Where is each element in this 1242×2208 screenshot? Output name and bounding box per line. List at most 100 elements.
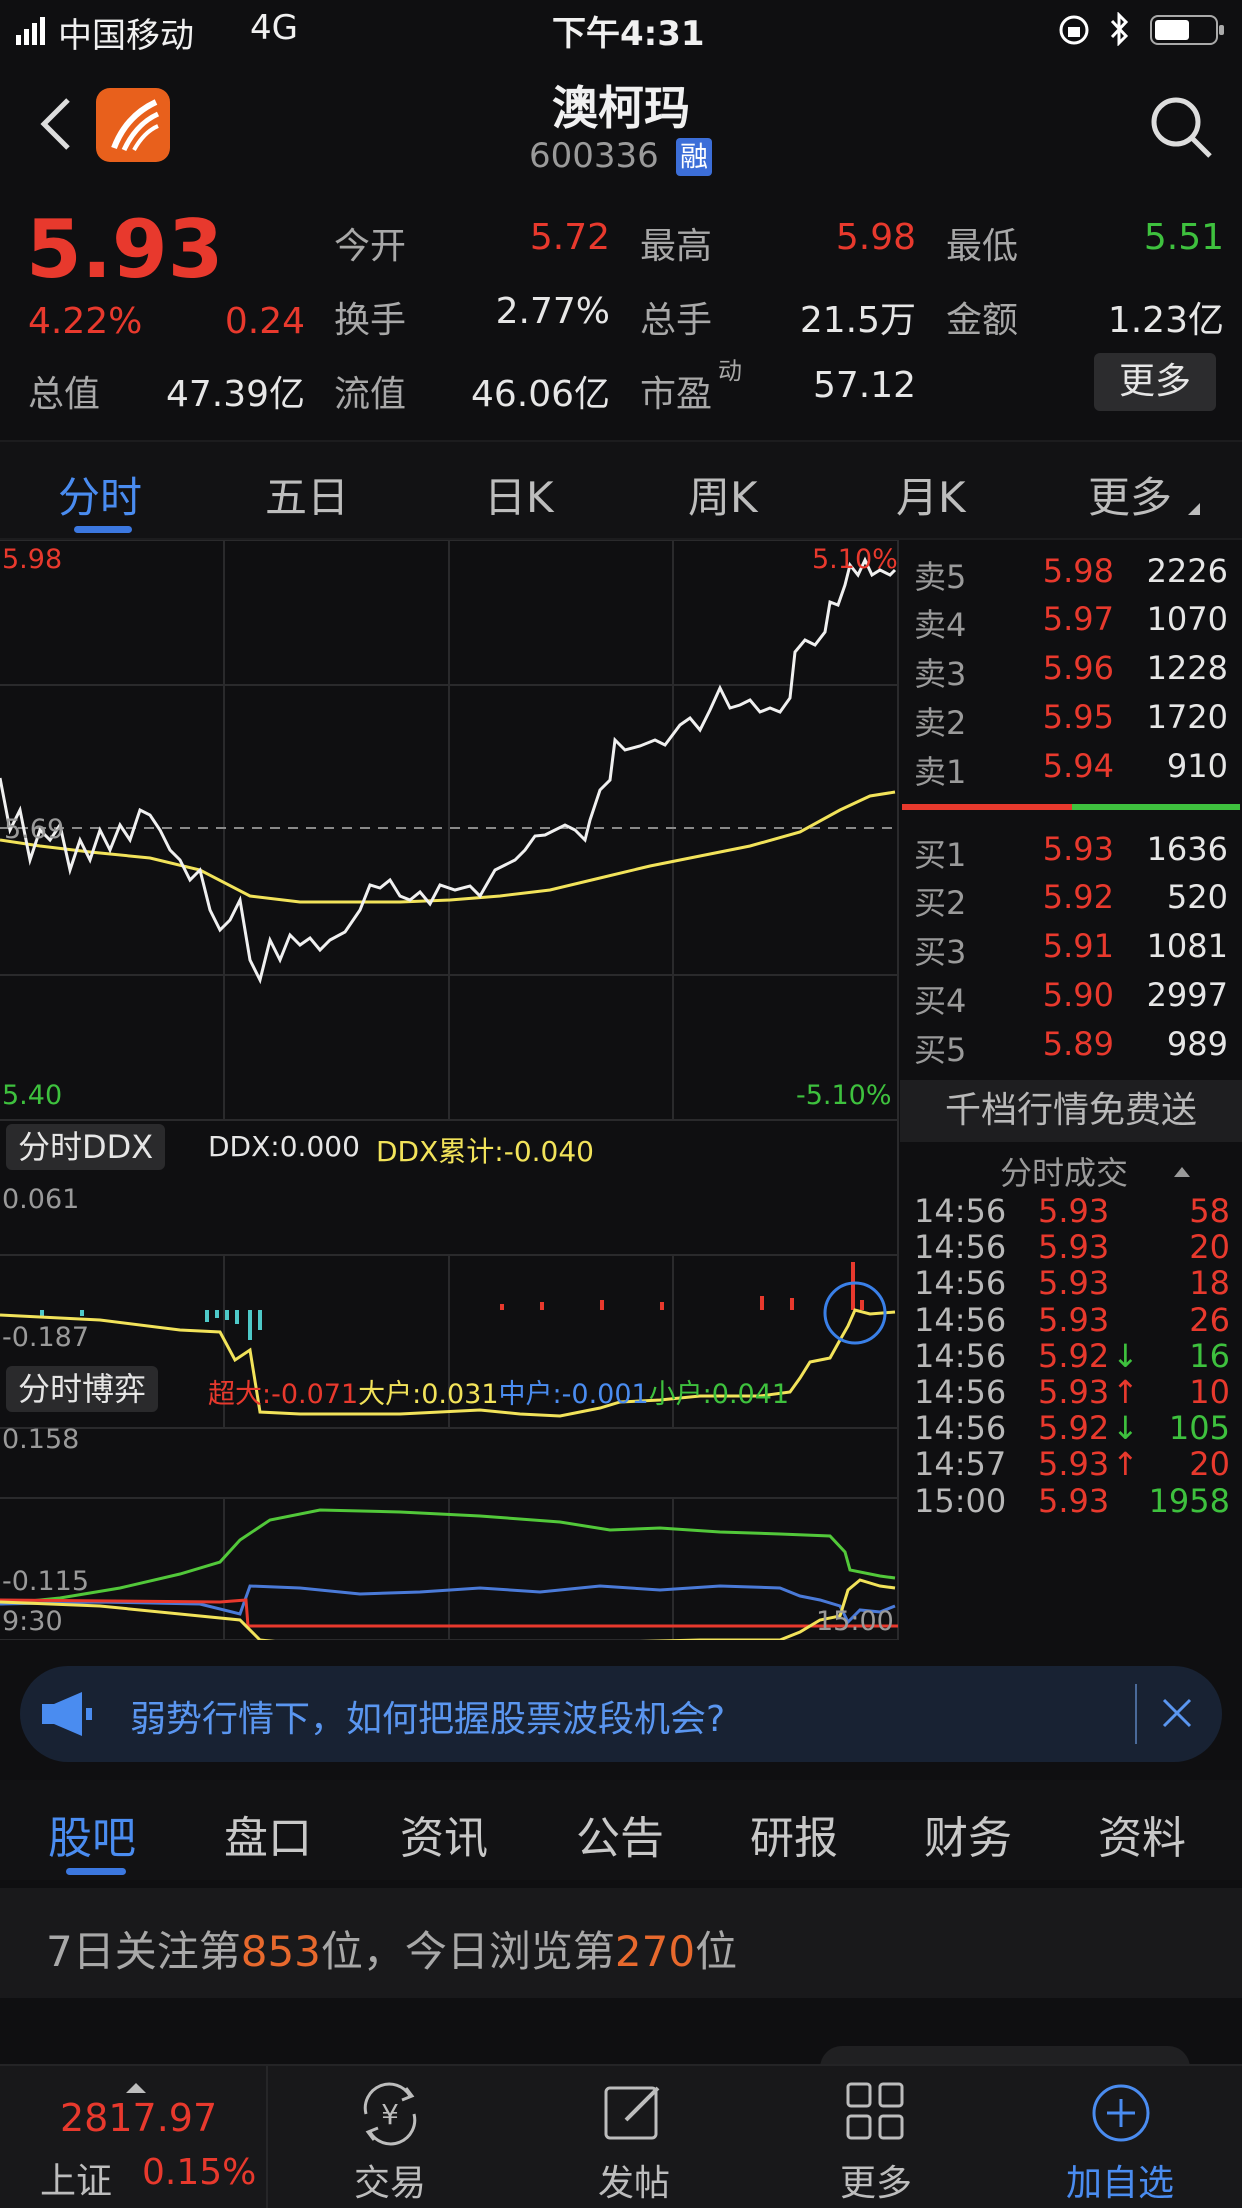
tab-post[interactable]: 发帖 xyxy=(534,2066,734,2208)
trade-time: 14:56 xyxy=(914,1373,1007,1411)
tab-financials[interactable]: 财务 xyxy=(924,1813,1012,1864)
low-value: 5.51 xyxy=(1143,217,1224,258)
pe-value: 57.12 xyxy=(812,365,916,406)
stock-name: 澳柯玛 xyxy=(552,81,690,135)
tab-trade[interactable]: ¥ 交易 xyxy=(290,2066,490,2208)
bid-price: 5.89 xyxy=(1042,1025,1114,1063)
open-label: 今开 xyxy=(334,226,407,267)
stock-header: 澳柯玛 600336 融 xyxy=(0,60,1242,190)
tab-announcements[interactable]: 公告 xyxy=(576,1813,664,1864)
index-value: 2817.97 xyxy=(60,2096,218,2140)
amount-value: 1.23亿 xyxy=(1107,300,1224,341)
bottom-tabbar: 2817.97 上证 0.15% ¥ 交易 发帖 更多 加自选 xyxy=(0,2064,1242,2208)
megaphone-icon xyxy=(42,1690,96,1742)
ask-price: 5.95 xyxy=(1042,698,1114,736)
high-value: 5.98 xyxy=(835,217,916,258)
ddx-cumulative: DDX累计:-0.040 xyxy=(376,1135,594,1168)
trade-row: 14:57 5.93 ↑ 20 xyxy=(900,1445,1242,1495)
add-watchlist-label: 加自选 xyxy=(1065,2163,1174,2204)
edit-icon xyxy=(602,2082,666,2146)
news-banner[interactable]: 弱势行情下，如何把握股票波段机会? xyxy=(20,1666,1222,1762)
trade-volume: 58 xyxy=(1189,1192,1230,1230)
rank-prefix: 7日关注第 xyxy=(46,1927,241,1976)
tab-intraday[interactable]: 分时 xyxy=(58,473,143,522)
tab-research[interactable]: 研报 xyxy=(750,1813,838,1864)
tab-more-apps-label: 更多 xyxy=(839,2163,912,2204)
price-line xyxy=(0,556,897,985)
intraday-chart-svg xyxy=(0,540,899,1640)
trade-price: 5.93 xyxy=(1038,1192,1110,1230)
ask-label: 卖4 xyxy=(914,606,967,644)
chart-tabs: 分时 五日 日K 周K 月K 更多 xyxy=(0,440,1242,540)
medium-holder-line xyxy=(0,1584,896,1625)
tab-news[interactable]: 资讯 xyxy=(400,1813,488,1864)
ask-price: 5.98 xyxy=(1042,552,1114,590)
ask-row: 卖3 5.96 1228 xyxy=(900,649,1242,697)
trades-header[interactable]: 分时成交 xyxy=(1000,1154,1129,1192)
game-tab[interactable]: 分时博弈 xyxy=(6,1366,159,1412)
search-icon[interactable] xyxy=(1148,94,1214,164)
trade-price: 5.92 xyxy=(1038,1336,1110,1375)
pe-label: 市盈 xyxy=(640,374,713,415)
tab-profile[interactable]: 资料 xyxy=(1098,1813,1186,1864)
margin-badge: 融 xyxy=(676,138,712,176)
more-quote-button[interactable]: 更多 xyxy=(1094,353,1216,411)
super-large-line xyxy=(0,1598,898,1628)
trade-price: 5.93 xyxy=(1038,1228,1110,1267)
tab-post-label: 发帖 xyxy=(597,2163,670,2204)
ask-volume: 1070 xyxy=(1146,600,1228,638)
trade-time: 14:56 xyxy=(914,1300,1007,1339)
bid-label: 买3 xyxy=(914,933,967,971)
change-value: 0.24 xyxy=(224,301,305,342)
trade-row: 15:00 5.93 1958 xyxy=(900,1482,1242,1532)
add-watchlist-button[interactable]: 加自选 xyxy=(1020,2066,1220,2208)
ask-volume: 2226 xyxy=(1146,552,1228,590)
trade-volume: 18 xyxy=(1189,1264,1230,1303)
avg-price-line xyxy=(0,790,896,904)
trade-time: 14:56 xyxy=(914,1336,1007,1375)
bid-label: 买1 xyxy=(914,836,967,874)
rank-middle: 位，今日浏览第 xyxy=(320,1927,615,1976)
index-ticker[interactable]: 2817.97 上证 0.15% xyxy=(0,2066,268,2208)
pct-high-label: 5.10% xyxy=(812,544,898,575)
bid-price: 5.92 xyxy=(1042,878,1114,916)
close-icon[interactable] xyxy=(1160,1696,1194,1734)
small-holder-line xyxy=(0,1508,896,1606)
trade-row: 14:56 5.93 ↑ 10 xyxy=(900,1373,1242,1423)
intraday-chart[interactable]: 5.98 5.10% 5.69 5.40 -5.10% 分时DDX DDX:0.… xyxy=(0,540,900,1640)
carrier: 中国移动 xyxy=(58,16,194,56)
tab-more[interactable]: 更多 xyxy=(1088,473,1173,522)
back-button[interactable] xyxy=(36,96,76,156)
ask-volume: 1228 xyxy=(1146,649,1228,687)
bid-row: 买5 5.89 989 xyxy=(900,1025,1242,1073)
ask-row: 卖2 5.95 1720 xyxy=(900,698,1242,746)
large-holder-line xyxy=(0,1578,896,1640)
trade-price: 5.93 xyxy=(1038,1264,1110,1303)
game-legend: 超大:-0.071大户:0.031中户:-0.001小户:0.041 xyxy=(208,1372,789,1411)
ddx-tab[interactable]: 分时DDX xyxy=(6,1124,166,1170)
trade-time: 14:56 xyxy=(914,1228,1007,1267)
trade-direction-icon: ↓ xyxy=(1112,1409,1139,1448)
ddx-value: DDX:0.000 xyxy=(208,1130,360,1163)
last-price: 5.93 xyxy=(26,203,224,296)
ask-label: 卖3 xyxy=(914,655,967,693)
tab-weekly-k[interactable]: 周K xyxy=(688,473,758,522)
tab-more-apps[interactable]: 更多 xyxy=(776,2066,976,2208)
tab-forum[interactable]: 股吧 xyxy=(48,1813,136,1864)
change-pct: 4.22% xyxy=(28,301,143,342)
tab-orderbook[interactable]: 盘口 xyxy=(224,1813,312,1864)
tab-five-day[interactable]: 五日 xyxy=(265,473,350,522)
pct-low-label: -5.10% xyxy=(796,1080,892,1111)
turnover-label: 换手 xyxy=(334,300,407,341)
signal-icon xyxy=(16,14,50,54)
info-tabs: 股吧 盘口 资讯 公告 研报 财务 资料 xyxy=(0,1780,1242,1880)
trade-row: 14:56 5.92 ↓ 16 xyxy=(900,1337,1242,1387)
trade-direction-icon: ↑ xyxy=(1112,1373,1139,1411)
level2-promo-button[interactable]: 千档行情免费送 xyxy=(900,1080,1242,1142)
trade-time: 14:57 xyxy=(914,1445,1007,1484)
active-tab-indicator xyxy=(74,526,132,533)
tab-monthly-k[interactable]: 月K xyxy=(896,473,966,522)
bid-row: 买2 5.92 520 xyxy=(900,878,1242,926)
tab-daily-k[interactable]: 日K xyxy=(484,473,554,522)
pe-sup: 动 xyxy=(718,357,742,385)
